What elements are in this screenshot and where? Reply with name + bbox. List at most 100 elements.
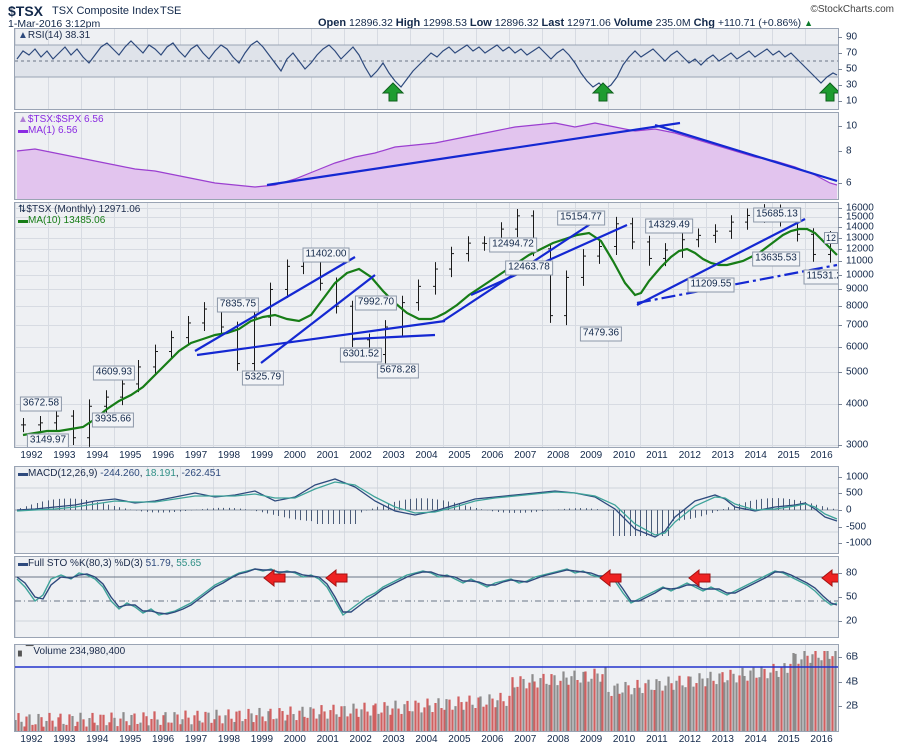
ratio-legend-ma: MA(1) 6.56 bbox=[28, 125, 78, 136]
macd-svg bbox=[15, 467, 838, 553]
axis-tick-label: 4B bbox=[846, 676, 859, 688]
ratio-trendline-down bbox=[654, 123, 838, 183]
volume-y-axis: 6B 4B 2B bbox=[838, 645, 900, 731]
ma10-line bbox=[22, 227, 838, 437]
x-axis-year-label: 1998 bbox=[217, 734, 241, 745]
price-annotation: 15154.77 bbox=[557, 210, 605, 226]
x-axis-year-label: 2009 bbox=[579, 450, 603, 461]
symbol-name: TSX Composite Index bbox=[52, 5, 159, 17]
x-axis-year-label: 2015 bbox=[777, 450, 800, 461]
change-value: +110.71 (+0.86%) bbox=[717, 17, 802, 29]
x-axis-year-label: 2011 bbox=[646, 734, 668, 745]
price-legend-main: $TSX (Monthly) 12971.06 bbox=[26, 204, 141, 215]
x-axis-year-label: 2008 bbox=[547, 734, 570, 745]
x-axis-year-label: 2004 bbox=[415, 734, 438, 745]
axis-tick-label: 12000 bbox=[846, 243, 874, 255]
axis-tick-label: 70 bbox=[846, 47, 858, 59]
volume-legend-text: Volume 234,980,400 bbox=[33, 646, 126, 657]
open-value: 12896.32 bbox=[349, 17, 393, 29]
axis-tick-label: 8000 bbox=[846, 300, 869, 312]
price-annotation: 7835.75 bbox=[216, 297, 260, 313]
axis-tick-label: 50 bbox=[846, 63, 858, 75]
price-annotation: 11209.55 bbox=[687, 277, 735, 293]
stochastic-panel[interactable]: ▬Full STO %K(80,3) %D(3) 51.79, 55.65 bbox=[14, 556, 839, 638]
price-annotation: 7992.70 bbox=[354, 295, 398, 311]
x-axis-year-label: 2010 bbox=[612, 450, 636, 461]
x-axis-year-label: 2006 bbox=[481, 734, 504, 745]
price-annotation: 5325.79 bbox=[241, 370, 285, 386]
x-axis-year-label: 1993 bbox=[53, 734, 76, 745]
axis-tick-label: 50 bbox=[846, 591, 858, 603]
price-annotation: 11531.22 bbox=[803, 269, 838, 285]
price-annotation: 4609.93 bbox=[92, 365, 136, 381]
x-axis-year-label: 2006 bbox=[481, 450, 504, 461]
axis-tick-label: 500 bbox=[846, 487, 863, 499]
volume-svg bbox=[15, 645, 838, 731]
axis-tick-label: 13000 bbox=[846, 232, 874, 244]
x-axis-year-label: 1993 bbox=[53, 450, 76, 461]
ratio-line bbox=[16, 122, 838, 188]
price-annotation: 6301.52 bbox=[339, 347, 383, 363]
volume-value: 235.0M bbox=[655, 17, 691, 29]
axis-tick-label: 5000 bbox=[846, 366, 869, 378]
price-annotation: 5678.28 bbox=[376, 363, 420, 379]
volume-plot bbox=[15, 645, 838, 731]
x-axis-year-label: 1996 bbox=[152, 734, 175, 745]
sto-d-value: 55.65 bbox=[176, 558, 202, 569]
price-panel[interactable]: ⇅$TSX (Monthly) 12971.06 ▬MA(10) 13485.0… bbox=[14, 202, 839, 448]
price-svg bbox=[15, 203, 838, 447]
macd-value: -244.260 bbox=[100, 468, 140, 479]
macd-panel[interactable]: ▬MACD(12,26,9) -244.260, 18.191, -262.45… bbox=[14, 466, 839, 554]
x-axis-year-label: 2007 bbox=[514, 450, 537, 461]
axis-tick-label: 10 bbox=[846, 120, 858, 132]
axis-tick-label: 80 bbox=[846, 567, 858, 579]
x-axis-year-label: 2012 bbox=[678, 450, 701, 461]
x-axis-year-label: 2000 bbox=[283, 734, 306, 745]
axis-tick-label: 8 bbox=[846, 145, 852, 157]
symbol-ticker: $TSX bbox=[8, 3, 44, 19]
x-axis-year-label: 1997 bbox=[184, 450, 208, 461]
x-axis-lower: 1992 1993 1994 1995 1996 1997 1998 1999 2000 2001… bbox=[14, 734, 839, 748]
price-annotation: 13635.53 bbox=[752, 251, 800, 267]
sto-legend: ▬Full STO %K(80,3) %D(3) 51.79, 55.65 bbox=[18, 558, 202, 569]
sto-k-line bbox=[16, 568, 838, 617]
x-axis-year-label: 1994 bbox=[86, 734, 109, 745]
axis-tick-label: 10000 bbox=[846, 269, 874, 281]
x-axis-year-label: 2000 bbox=[283, 450, 306, 461]
symbol-exchange: TSE bbox=[160, 5, 182, 17]
axis-tick-label: 20 bbox=[846, 615, 858, 627]
axis-tick-label: 1000 bbox=[846, 471, 869, 483]
rsi-panel[interactable]: ▲RSI(14) 38.31 bbox=[14, 28, 839, 110]
price-annotation: 12463.78 bbox=[505, 260, 553, 276]
macd-signal-line bbox=[16, 481, 838, 536]
volume-legend: ▖▔Volume 234,980,400 bbox=[18, 646, 126, 657]
axis-tick-label: 11000 bbox=[846, 255, 874, 267]
x-axis-year-label: 2016 bbox=[810, 450, 833, 461]
high-label: High bbox=[395, 17, 421, 29]
ratio-panel[interactable]: ▲$TSX:$SPX 6.56 ▬MA(1) 6.56 bbox=[14, 112, 839, 200]
price-legend: ⇅$TSX (Monthly) 12971.06 ▬MA(10) 13485.0… bbox=[18, 204, 141, 226]
axis-tick-label: 30 bbox=[846, 79, 858, 91]
rsi-svg bbox=[15, 29, 838, 109]
rsi-marker-layer bbox=[381, 82, 838, 102]
last-label: Last bbox=[541, 17, 565, 29]
sto-y-axis: 80 50 20 bbox=[838, 557, 900, 637]
x-axis-year-label: 2016 bbox=[810, 734, 833, 745]
x-axis-year-label: 2008 bbox=[547, 450, 570, 461]
stockcharts-brand: ©StockCharts.com bbox=[810, 4, 894, 15]
sto-marker-layer bbox=[263, 568, 838, 588]
price-legend-ma: MA(10) 13485.06 bbox=[28, 215, 106, 226]
x-axis-year-label: 1994 bbox=[86, 450, 109, 461]
rsi-line bbox=[16, 40, 838, 90]
axis-tick-label: -500 bbox=[846, 521, 867, 533]
x-axis-year-label: 1996 bbox=[152, 450, 175, 461]
ratio-svg bbox=[15, 113, 838, 199]
sto-k-value: 51.79 bbox=[145, 558, 171, 569]
price-annotation: 7479.36 bbox=[579, 326, 623, 342]
volume-panel[interactable]: ▖▔Volume 234,980,400 bbox=[14, 644, 839, 732]
x-axis-year-label: 1999 bbox=[250, 734, 274, 745]
x-axis-year-label: 2005 bbox=[448, 734, 471, 745]
axis-tick-label: 90 bbox=[846, 31, 858, 43]
x-axis-year-label: 2002 bbox=[349, 734, 372, 745]
change-up-arrow-icon: ▲ bbox=[804, 18, 814, 28]
